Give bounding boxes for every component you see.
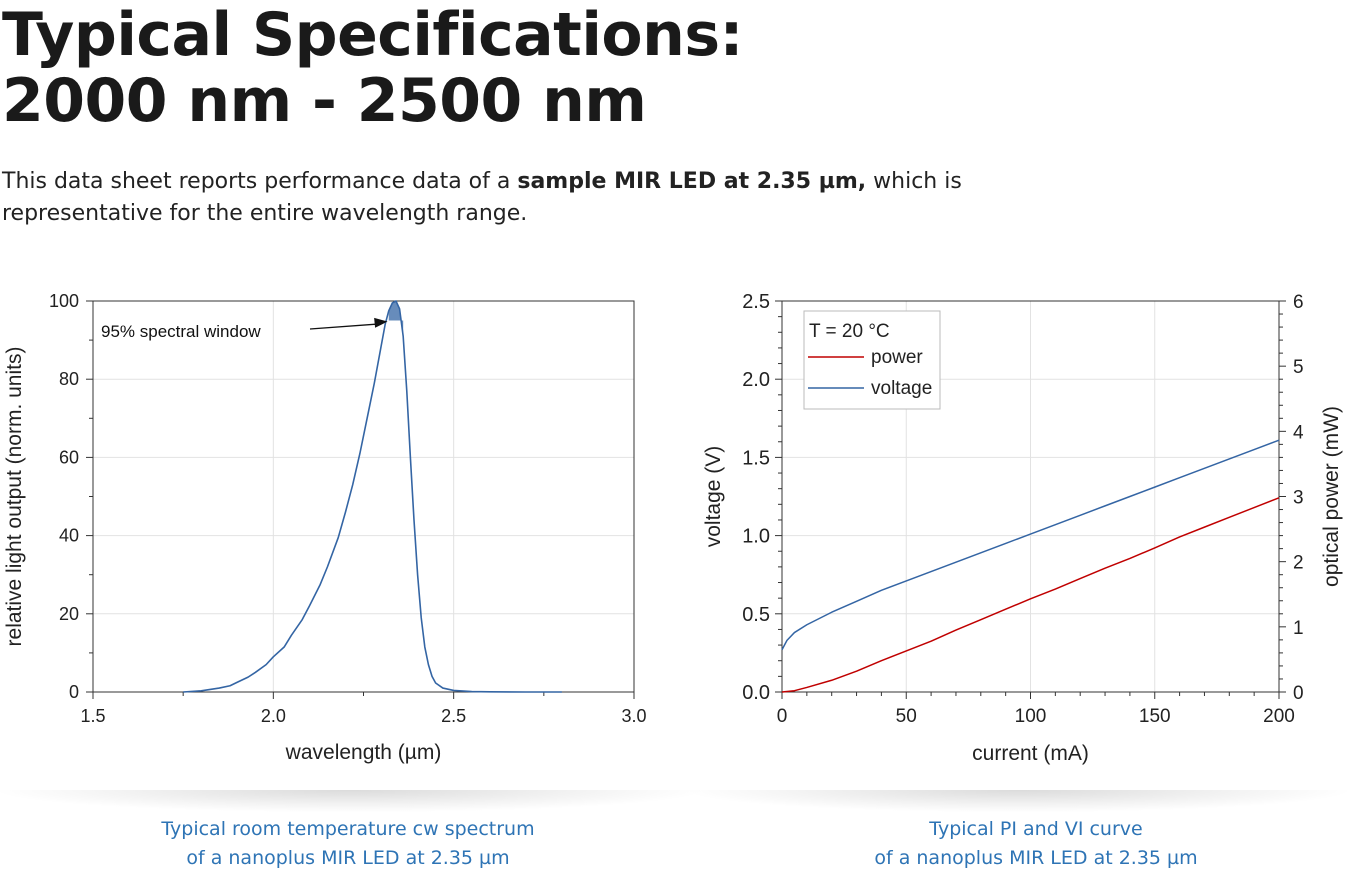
x-axis-title: wavelength (µm) <box>285 741 442 764</box>
y-tick-label: 1.0 <box>742 526 770 548</box>
y-axis-title: voltage (V) <box>702 446 725 548</box>
y2-tick-label: 3 <box>1293 488 1304 509</box>
y-axis-title: relative light output (norm. units) <box>3 347 26 647</box>
right-caption-shadow <box>690 790 1347 812</box>
y2-tick-label: 2 <box>1293 553 1304 574</box>
y-tick-label: 2.5 <box>742 291 770 313</box>
legend-label-voltage: voltage <box>871 378 932 399</box>
y-tick-label: 40 <box>59 526 79 546</box>
legend-box <box>803 310 941 410</box>
annotation-label: 95% spectral window <box>101 322 261 341</box>
left-caption-line-2: of a nanoplus MIR LED at 2.35 µm <box>186 847 510 869</box>
y-tick-label: 100 <box>49 291 79 311</box>
intro-text-end: which is representative for the entire w… <box>2 169 962 226</box>
y2-tick-label: 5 <box>1293 357 1304 378</box>
x-tick-label: 0 <box>777 706 788 727</box>
y2-tick-label: 1 <box>1293 618 1304 639</box>
plot-frame <box>92 300 635 693</box>
page-title-line-1: Typical Specifications: <box>2 0 744 70</box>
y-tick-label: 0.0 <box>742 682 770 704</box>
x-tick-label: 50 <box>896 706 917 727</box>
x-axis-title: current (mA) <box>972 742 1089 765</box>
pi-vi-chart: 0 50 100 150 200 0.0 0.5 1.0 1.5 2.0 2.5 0 1 2 3 4 5 6 cur… <box>702 291 1343 765</box>
x-tick-label: 3.0 <box>621 706 646 726</box>
intro-text-start: This data sheet reports performance data… <box>2 169 518 194</box>
voltage-line <box>781 439 1280 651</box>
x-tick-label: 100 <box>1015 706 1047 727</box>
page-title-line-2: 2000 nm - 2500 nm <box>2 66 647 136</box>
y-tick-label: 80 <box>59 369 79 389</box>
x-tick-label: 1.5 <box>80 706 105 726</box>
y2-axis-title: optical power (mW) <box>1320 406 1343 587</box>
right-chart-caption: Typical PI and VI curve of a nanoplus MI… <box>776 815 1296 873</box>
y-tick-label: 2.0 <box>742 369 770 391</box>
annotation-arrow-line <box>309 323 378 330</box>
y-tick-label: 0 <box>69 682 79 702</box>
legend-label-power: power <box>871 347 923 368</box>
y-tick-label: 60 <box>59 447 79 467</box>
spectrum-chart: 1.5 2.0 2.5 3.0 0 20 40 60 80 100 wavelength (µm) r… <box>3 291 647 764</box>
power-line <box>781 497 1280 693</box>
left-caption-shadow <box>0 790 700 812</box>
y-tick-label: 20 <box>59 604 79 624</box>
right-caption-line-2: of a nanoplus MIR LED at 2.35 µm <box>874 847 1198 869</box>
y2-tick-label: 6 <box>1293 292 1304 313</box>
left-chart-caption: Typical room temperature cw spectrum of … <box>88 815 608 873</box>
right-caption-line-1: Typical PI and VI curve <box>929 818 1143 840</box>
legend-title: T = 20 °C <box>809 321 890 342</box>
intro-text-bold: sample MIR LED at 2.35 µm, <box>517 169 867 194</box>
x-tick-label: 2.5 <box>441 706 466 726</box>
page-title: Typical Specifications: 2000 nm - 2500 n… <box>2 0 744 136</box>
annotation-arrow-head <box>374 317 388 328</box>
y2-tick-label: 0 <box>1293 683 1304 704</box>
y-tick-label: 0.5 <box>742 604 770 626</box>
x-tick-label: 2.0 <box>261 706 286 726</box>
spectrum-line <box>183 300 562 693</box>
x-tick-label: 200 <box>1263 706 1295 727</box>
y-tick-label: 1.5 <box>742 447 770 469</box>
left-caption-line-1: Typical room temperature cw spectrum <box>161 818 535 840</box>
x-tick-label: 150 <box>1139 706 1171 727</box>
intro-paragraph: This data sheet reports performance data… <box>2 166 1102 230</box>
y2-tick-label: 4 <box>1293 422 1304 443</box>
